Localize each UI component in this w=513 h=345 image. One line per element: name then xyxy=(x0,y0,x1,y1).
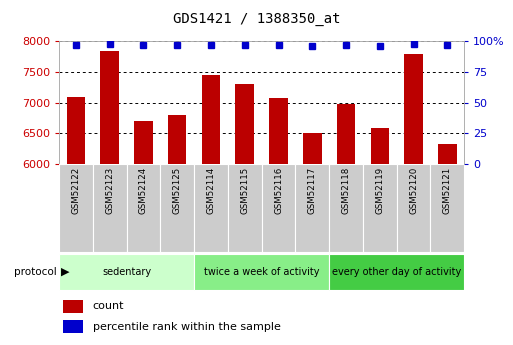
Bar xyxy=(194,254,329,289)
Bar xyxy=(337,104,356,164)
Bar xyxy=(269,98,288,164)
Text: GSM52119: GSM52119 xyxy=(376,167,384,214)
Bar xyxy=(430,164,464,252)
Bar xyxy=(235,84,254,164)
Text: GDS1421 / 1388350_at: GDS1421 / 1388350_at xyxy=(173,12,340,26)
Bar xyxy=(438,144,457,164)
Bar xyxy=(101,51,119,164)
Text: GSM52123: GSM52123 xyxy=(105,167,114,214)
Bar xyxy=(134,121,153,164)
Bar xyxy=(363,164,397,252)
Bar xyxy=(397,164,430,252)
Bar xyxy=(67,97,85,164)
Bar xyxy=(404,53,423,164)
Text: GSM52116: GSM52116 xyxy=(274,167,283,214)
Bar xyxy=(303,133,322,164)
Bar xyxy=(228,164,262,252)
Text: protocol: protocol xyxy=(14,267,56,277)
Bar xyxy=(329,164,363,252)
Bar xyxy=(295,164,329,252)
Bar xyxy=(202,75,220,164)
Text: GSM52114: GSM52114 xyxy=(206,167,215,214)
Bar xyxy=(93,164,127,252)
Bar xyxy=(59,164,93,252)
Bar xyxy=(160,164,194,252)
Text: twice a week of activity: twice a week of activity xyxy=(204,267,320,277)
Bar xyxy=(262,164,295,252)
Bar xyxy=(63,299,83,313)
Text: GSM52124: GSM52124 xyxy=(139,167,148,214)
Text: GSM52118: GSM52118 xyxy=(342,167,350,214)
Bar xyxy=(370,128,389,164)
Text: count: count xyxy=(93,301,124,311)
Text: GSM52115: GSM52115 xyxy=(240,167,249,214)
Text: GSM52121: GSM52121 xyxy=(443,167,452,214)
Text: GSM52117: GSM52117 xyxy=(308,167,317,214)
Bar xyxy=(63,320,83,333)
Text: GSM52122: GSM52122 xyxy=(71,167,81,214)
Bar xyxy=(127,164,160,252)
Text: ▶: ▶ xyxy=(61,267,69,277)
Text: GSM52120: GSM52120 xyxy=(409,167,418,214)
Text: every other day of activity: every other day of activity xyxy=(332,267,461,277)
Text: GSM52125: GSM52125 xyxy=(173,167,182,214)
Text: sedentary: sedentary xyxy=(102,267,151,277)
Bar xyxy=(168,115,187,164)
Bar xyxy=(59,254,194,289)
Bar xyxy=(329,254,464,289)
Text: percentile rank within the sample: percentile rank within the sample xyxy=(93,322,281,332)
Bar xyxy=(194,164,228,252)
